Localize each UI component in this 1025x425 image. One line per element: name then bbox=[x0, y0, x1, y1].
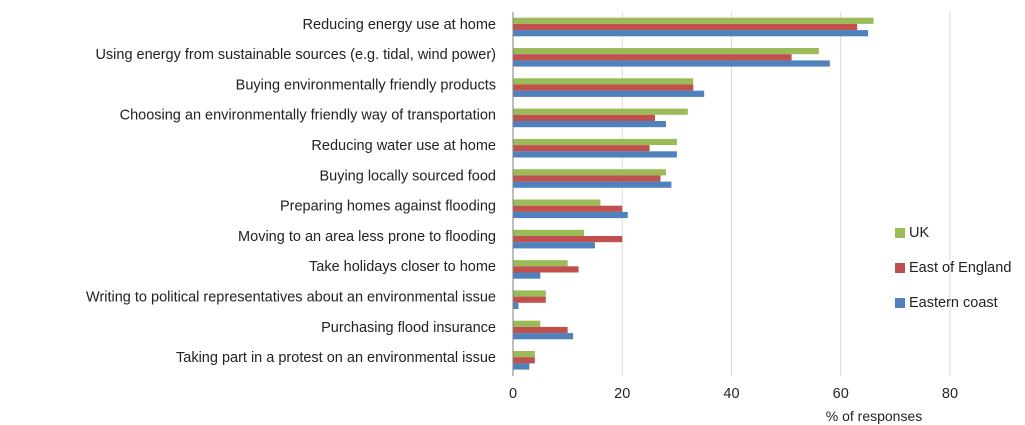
bar-east-of-england-1 bbox=[513, 54, 792, 61]
bar-eastern-coast-8 bbox=[513, 272, 541, 279]
bar-uk-9 bbox=[513, 290, 546, 297]
bar-east-of-england-9 bbox=[513, 296, 546, 303]
x-tick-label: 80 bbox=[942, 386, 958, 402]
category-label: Purchasing flood insurance bbox=[321, 320, 496, 336]
bar-uk-7 bbox=[513, 229, 585, 236]
bar-uk-0 bbox=[513, 17, 874, 24]
bar-east-of-england-2 bbox=[513, 84, 694, 91]
bar-eastern-coast-3 bbox=[513, 121, 666, 128]
category-label: Taking part in a protest on an environme… bbox=[176, 350, 496, 366]
bar-eastern-coast-11 bbox=[513, 363, 530, 370]
category-label: Moving to an area less prone to flooding bbox=[238, 229, 496, 245]
gridlines bbox=[621, 12, 951, 376]
bar-east-of-england-5 bbox=[513, 175, 661, 182]
legend: UK East of England Eastern coast bbox=[895, 225, 1011, 311]
bar-east-of-england-3 bbox=[513, 114, 656, 121]
category-label: Reducing water use at home bbox=[311, 138, 496, 154]
category-labels: Reducing energy use at home Using energy … bbox=[86, 17, 496, 366]
bar-eastern-coast-6 bbox=[513, 211, 628, 219]
bar-eastern-coast-0 bbox=[513, 30, 869, 37]
category-label: Buying environmentally friendly products bbox=[236, 77, 496, 93]
category-label: Choosing an environmentally friendly way… bbox=[120, 108, 496, 124]
bar-uk-11 bbox=[513, 351, 535, 358]
x-tick-label: 40 bbox=[723, 386, 739, 402]
x-tick-label: 60 bbox=[833, 386, 849, 402]
bar-uk-5 bbox=[513, 169, 666, 176]
bar-uk-10 bbox=[513, 320, 541, 327]
bar-eastern-coast-4 bbox=[513, 151, 677, 158]
category-label: Preparing homes against flooding bbox=[280, 199, 496, 215]
bar-eastern-coast-9 bbox=[513, 302, 519, 309]
bar-east-of-england-10 bbox=[513, 326, 568, 334]
legend-label: East of England bbox=[909, 260, 1011, 276]
bar-series-group bbox=[513, 17, 874, 370]
bar-east-of-england-11 bbox=[513, 357, 535, 364]
bar-uk-2 bbox=[513, 78, 694, 85]
category-label: Buying locally sourced food bbox=[319, 168, 496, 184]
x-tick-label: 20 bbox=[614, 386, 630, 402]
bar-eastern-coast-5 bbox=[513, 181, 672, 188]
bar-eastern-coast-7 bbox=[513, 242, 595, 249]
bar-eastern-coast-2 bbox=[513, 90, 705, 97]
x-axis-title: % of responses bbox=[826, 408, 923, 424]
category-label: Take holidays closer to home bbox=[309, 259, 496, 275]
legend-swatch-uk bbox=[895, 228, 905, 238]
bar-east-of-england-4 bbox=[513, 145, 650, 152]
category-label: Writing to political representatives abo… bbox=[86, 290, 496, 306]
legend-label: UK bbox=[909, 225, 929, 241]
x-tick-label: 0 bbox=[509, 386, 517, 402]
bar-eastern-coast-10 bbox=[513, 333, 574, 340]
bar-uk-4 bbox=[513, 138, 677, 146]
x-tick-labels: 0 20 40 60 80 bbox=[509, 386, 958, 402]
bar-eastern-coast-1 bbox=[513, 60, 830, 67]
bar-uk-8 bbox=[513, 260, 568, 267]
bar-uk-1 bbox=[513, 48, 819, 55]
legend-swatch-eastern-coast bbox=[895, 298, 905, 308]
bar-uk-3 bbox=[513, 108, 688, 115]
legend-label: Eastern coast bbox=[909, 295, 998, 311]
bar-east-of-england-8 bbox=[513, 266, 579, 273]
bar-east-of-england-6 bbox=[513, 205, 623, 212]
category-label: Reducing energy use at home bbox=[303, 17, 496, 33]
bar-east-of-england-0 bbox=[513, 23, 858, 31]
category-label: Using energy from sustainable sources (e… bbox=[95, 47, 496, 63]
legend-swatch-east-of-england bbox=[895, 263, 905, 273]
bar-uk-6 bbox=[513, 199, 601, 206]
bar-east-of-england-7 bbox=[513, 236, 623, 243]
